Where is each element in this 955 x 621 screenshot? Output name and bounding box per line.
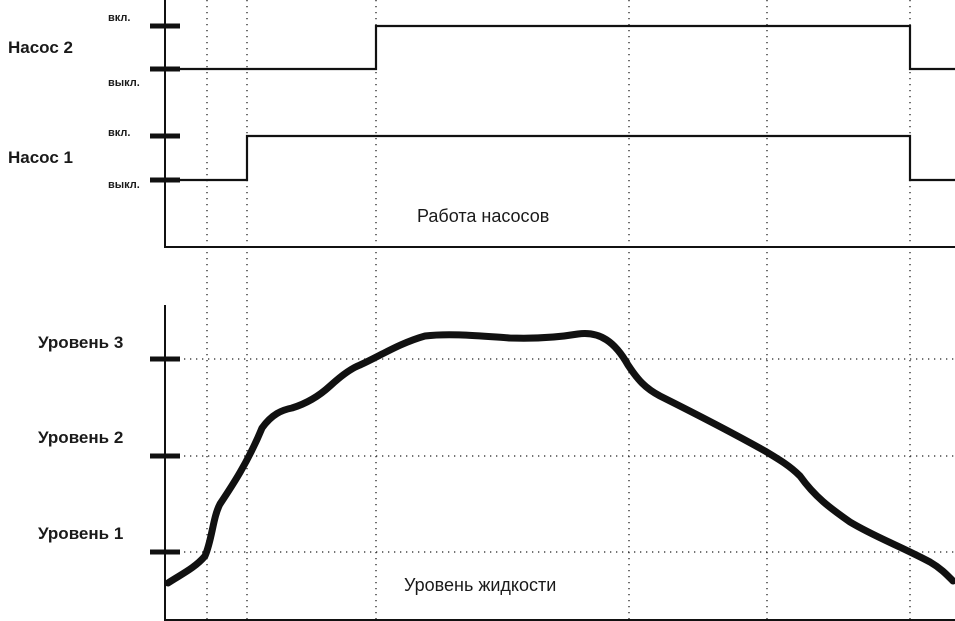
level-gridlines: [178, 358, 955, 553]
liquid-level-curve: [164, 330, 955, 587]
level2-label: Уровень 2: [38, 428, 123, 447]
level1-label: Уровень 1: [38, 524, 123, 543]
pump1-on-label: вкл.: [108, 127, 130, 139]
pump2-off-label: выкл.: [108, 77, 140, 89]
level3-label: Уровень 3: [38, 333, 123, 352]
pump-section: вкл. выкл. Насос 2 вкл. выкл. Насос 1 Ра…: [8, 0, 955, 248]
pump2-name: Насос 2: [8, 38, 73, 57]
pump1-off-label: выкл.: [108, 179, 140, 191]
pump1-signal: [180, 134, 955, 182]
level-section: Уровень 3 Уровень 2 Уровень 1 Уровень жи…: [38, 305, 955, 621]
pump1-name: Насос 1: [8, 148, 73, 167]
pump-section-caption: Работа насосов: [417, 206, 549, 226]
level-section-caption: Уровень жидкости: [404, 575, 556, 595]
vertical-gridlines: [206, 0, 911, 621]
pump2-signal: [180, 24, 955, 71]
pump2-on-label: вкл.: [108, 12, 130, 24]
